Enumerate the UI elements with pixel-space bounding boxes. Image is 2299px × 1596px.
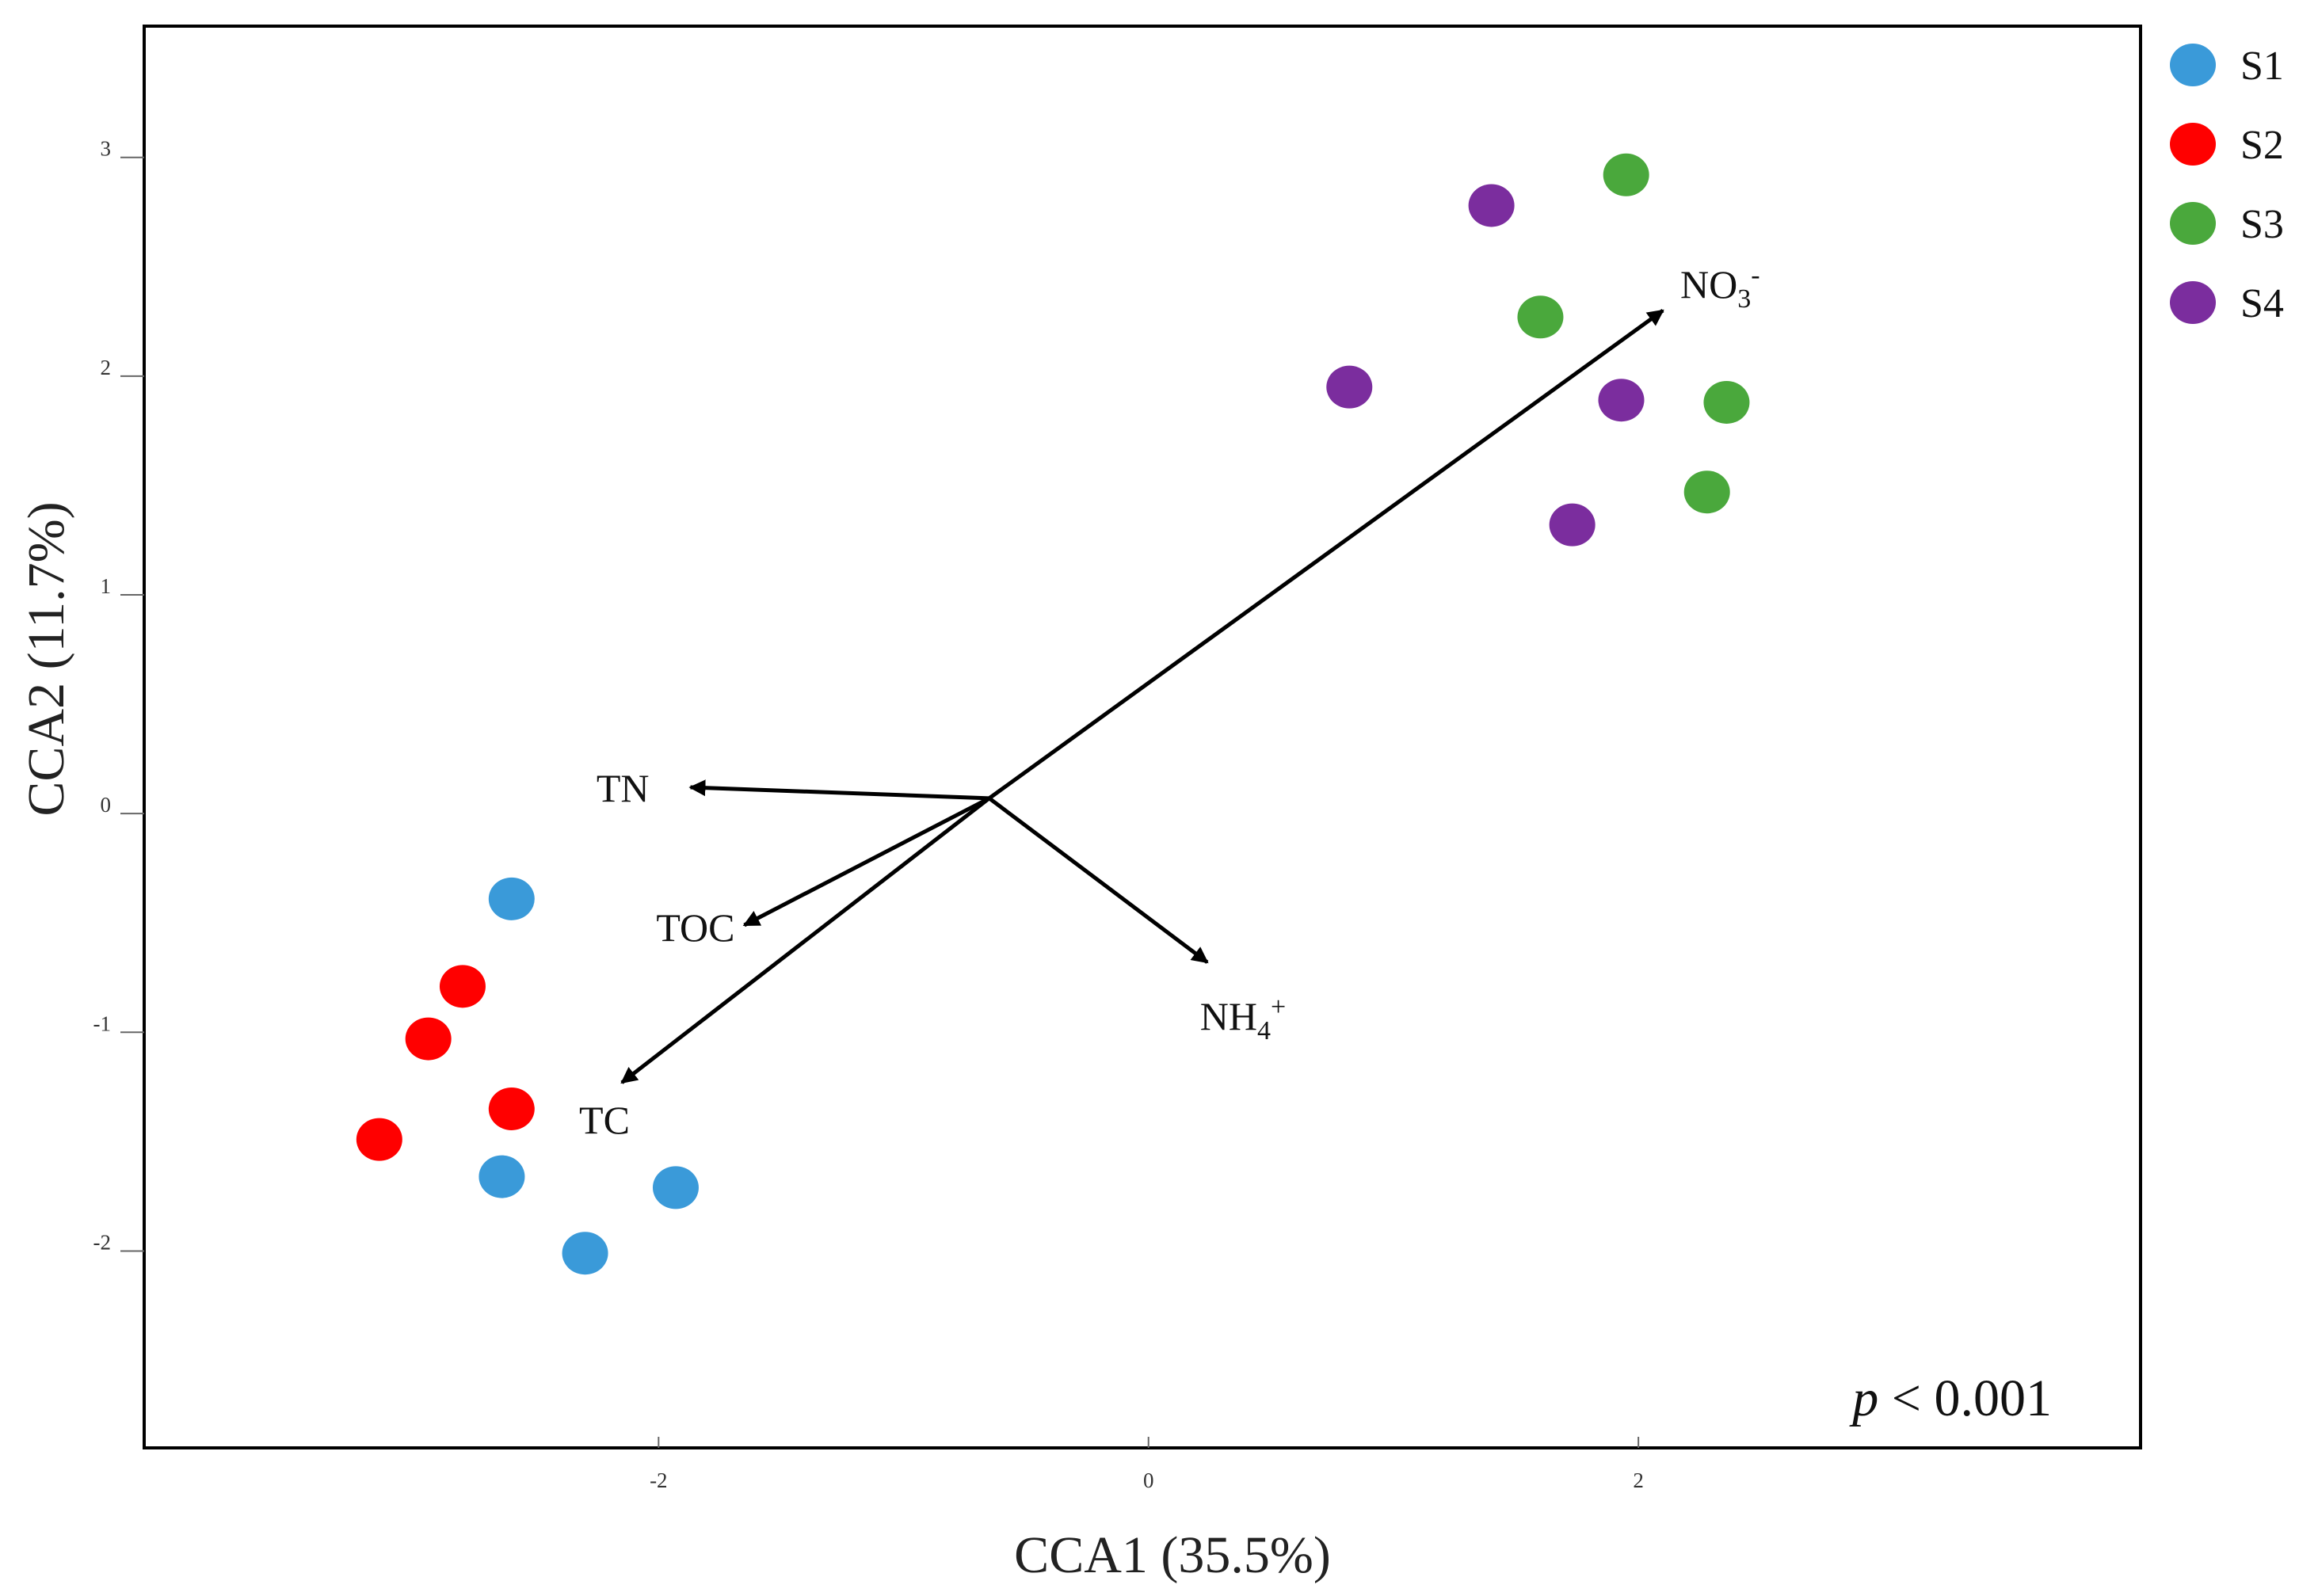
legend-label-s2: S2: [2240, 123, 2284, 168]
legend-marker-s1: [2170, 44, 2216, 86]
point-s2-2: [405, 1017, 452, 1061]
point-s1-2: [478, 1155, 525, 1198]
vector-arrow-no3: [988, 308, 1664, 800]
vector-label-tn: TN: [597, 766, 650, 810]
point-s2-4: [356, 1118, 402, 1161]
legend-label-s3: S3: [2240, 202, 2284, 247]
p-symbol: p: [1849, 1369, 1878, 1427]
point-s1-4: [562, 1232, 608, 1275]
x-axis-ticks: -2 0 2: [650, 1437, 1644, 1492]
x-tick-label: -2: [650, 1468, 668, 1492]
point-s4-4: [1549, 503, 1596, 547]
y-tick-label: -2: [93, 1230, 112, 1254]
y-tick-label: 0: [101, 793, 112, 817]
environmental-vectors: NO3- TN TOC TC NH4+: [579, 261, 1760, 1142]
vector-arrow-tn: [688, 779, 989, 801]
y-axis-ticks: 3 2 1 0 -1 -2: [93, 137, 144, 1254]
y-axis-title: CCA2 (11.7%): [17, 501, 75, 816]
x-axis-title: CCA1 (35.5%): [1014, 1526, 1331, 1584]
sample-points: [356, 153, 1750, 1275]
plot-frame: [143, 25, 2142, 1449]
vector-label-nh4: NH4+: [1200, 992, 1286, 1046]
y-tick-label: 3: [101, 137, 112, 161]
vector-arrow-toc: [742, 796, 990, 928]
vector-arrow-nh4: [988, 796, 1209, 964]
legend-label-s1: S1: [2240, 44, 2284, 89]
y-tick-label: 1: [101, 574, 112, 598]
vector-label-tc: TC: [579, 1098, 630, 1142]
point-s4-3: [1598, 379, 1645, 422]
point-s2-3: [488, 1087, 535, 1130]
point-s2-1: [439, 965, 486, 1008]
legend: S1 S2 S3 S4: [2170, 44, 2284, 326]
y-tick-label: -1: [93, 1011, 112, 1035]
x-tick-label: 2: [1633, 1468, 1644, 1492]
y-tick-label: 2: [101, 356, 112, 379]
vector-label-toc: TOC: [656, 905, 734, 950]
p-threshold: < 0.001: [1878, 1369, 2052, 1427]
vector-arrow-tc: [620, 796, 991, 1084]
legend-marker-s4: [2170, 281, 2216, 324]
point-s3-1: [1603, 153, 1649, 196]
point-s4-2: [1326, 365, 1373, 409]
x-tick-label: 0: [1143, 1468, 1154, 1492]
vector-label-no3: NO3-: [1680, 261, 1760, 314]
legend-marker-s2: [2170, 123, 2216, 166]
point-s3-3: [1703, 380, 1750, 424]
point-s1-1: [488, 877, 535, 920]
legend-label-s4: S4: [2240, 281, 2284, 326]
point-s1-3: [652, 1166, 699, 1209]
point-s4-1: [1468, 184, 1515, 227]
p-value-annotation: p < 0.001: [1849, 1369, 2052, 1427]
point-s3-2: [1517, 295, 1564, 339]
legend-marker-s3: [2170, 202, 2216, 245]
point-s3-4: [1683, 470, 1730, 514]
